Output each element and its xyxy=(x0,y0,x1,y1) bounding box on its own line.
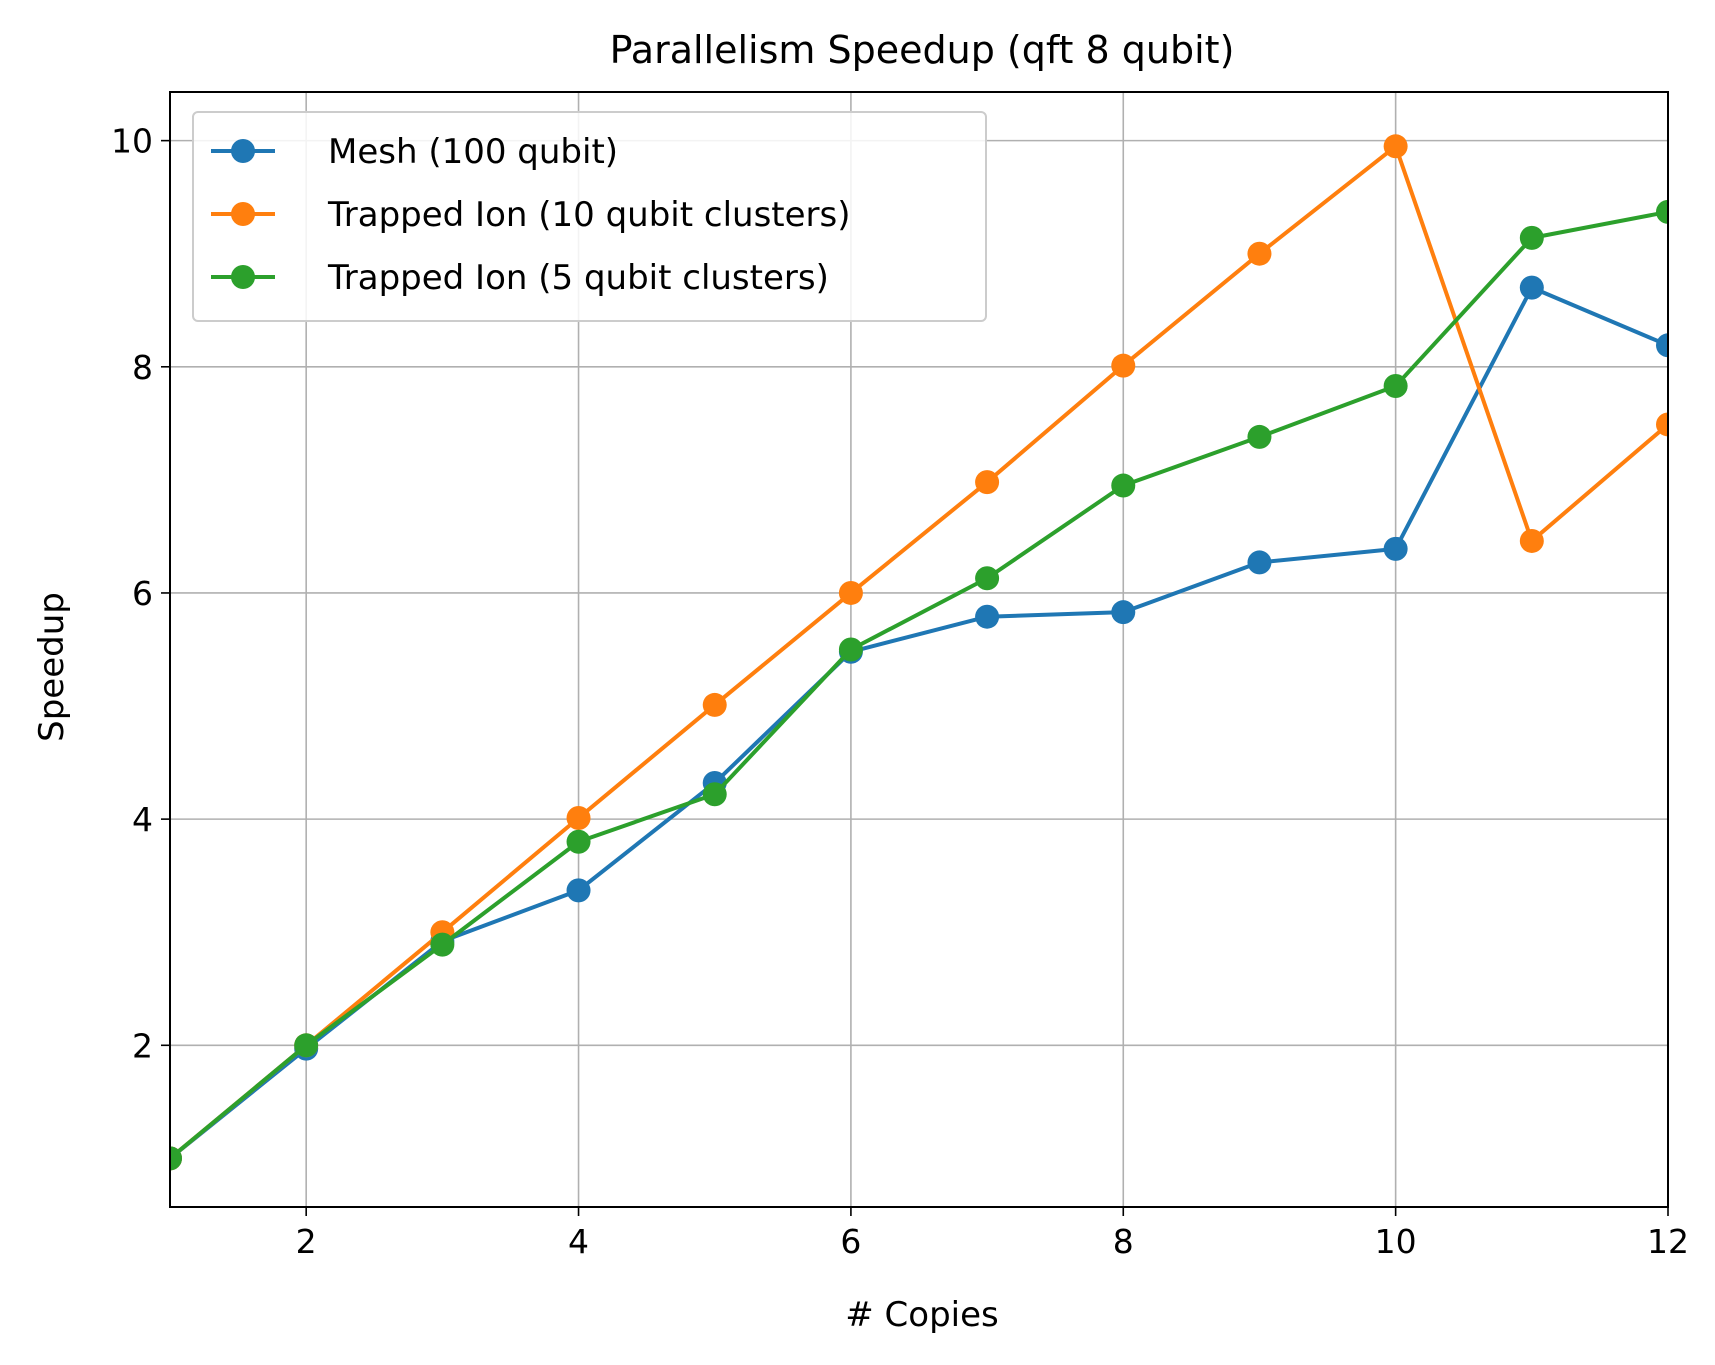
chart-title: Parallelism Speedup (qft 8 qubit) xyxy=(610,28,1235,72)
legend-label: Mesh (100 qubit) xyxy=(328,132,618,172)
x-tick-label: 8 xyxy=(1113,1222,1134,1261)
data-point xyxy=(566,805,591,830)
x-tick-label: 4 xyxy=(568,1222,589,1261)
legend-label: Trapped Ion (5 qubit clusters) xyxy=(327,258,829,298)
data-point xyxy=(1519,225,1544,250)
legend-entry: Trapped Ion (10 qubit clusters) xyxy=(211,195,850,235)
data-point xyxy=(1111,600,1136,625)
data-point xyxy=(170,1146,182,1171)
x-axis-label: # Copies xyxy=(845,1295,999,1335)
x-tick-label: 2 xyxy=(296,1222,317,1261)
data-point xyxy=(566,829,591,854)
data-point xyxy=(975,470,1000,495)
y-tick-label: 6 xyxy=(132,574,153,613)
legend: Mesh (100 qubit) Trapped Ion (10 qubit cl… xyxy=(192,111,987,322)
y-tick-label: 8 xyxy=(132,348,153,387)
data-point xyxy=(1111,473,1136,498)
data-point xyxy=(1656,333,1668,358)
data-point xyxy=(1656,412,1668,437)
legend-marker xyxy=(231,139,255,163)
data-point xyxy=(1519,275,1544,300)
data-point xyxy=(1656,199,1668,224)
series-line xyxy=(170,144,1668,1160)
legend-entry: Trapped Ion (5 qubit clusters) xyxy=(211,258,829,298)
data-point xyxy=(1247,241,1272,266)
data-point xyxy=(566,878,591,903)
data-point xyxy=(430,932,455,957)
y-axis-label: Speedup xyxy=(32,592,72,742)
x-tick-label: 10 xyxy=(1375,1222,1417,1261)
data-point xyxy=(975,604,1000,629)
data-point xyxy=(838,580,863,605)
legend-box xyxy=(192,111,987,322)
legend-label: Trapped Ion (10 qubit clusters) xyxy=(327,195,850,235)
series-line xyxy=(170,209,1668,1160)
data-point xyxy=(702,692,727,717)
data-point xyxy=(1247,424,1272,449)
series-group xyxy=(170,134,1668,1171)
data-point xyxy=(702,782,727,807)
axis-ticks: 2 4 6 8 10 12 2 4 6 8 10 xyxy=(111,122,1689,1261)
data-point xyxy=(1111,353,1136,378)
y-tick-label: 2 xyxy=(132,1026,153,1065)
legend-entry: Mesh (100 qubit) xyxy=(211,132,618,172)
data-point xyxy=(1383,374,1408,399)
data-point xyxy=(294,1033,319,1058)
data-point xyxy=(1383,134,1408,159)
y-tick-label: 4 xyxy=(132,800,153,839)
x-tick-label: 12 xyxy=(1647,1222,1689,1261)
data-point xyxy=(975,566,1000,591)
series-3 xyxy=(170,199,1668,1171)
x-tick-label: 6 xyxy=(840,1222,861,1261)
data-point xyxy=(1247,550,1272,575)
legend-marker xyxy=(231,202,255,226)
y-tick-label: 10 xyxy=(111,122,153,161)
data-point xyxy=(838,637,863,662)
data-point xyxy=(1383,536,1408,561)
plot-frame xyxy=(169,91,1669,1208)
data-point xyxy=(1519,528,1544,553)
legend-marker xyxy=(231,265,255,289)
